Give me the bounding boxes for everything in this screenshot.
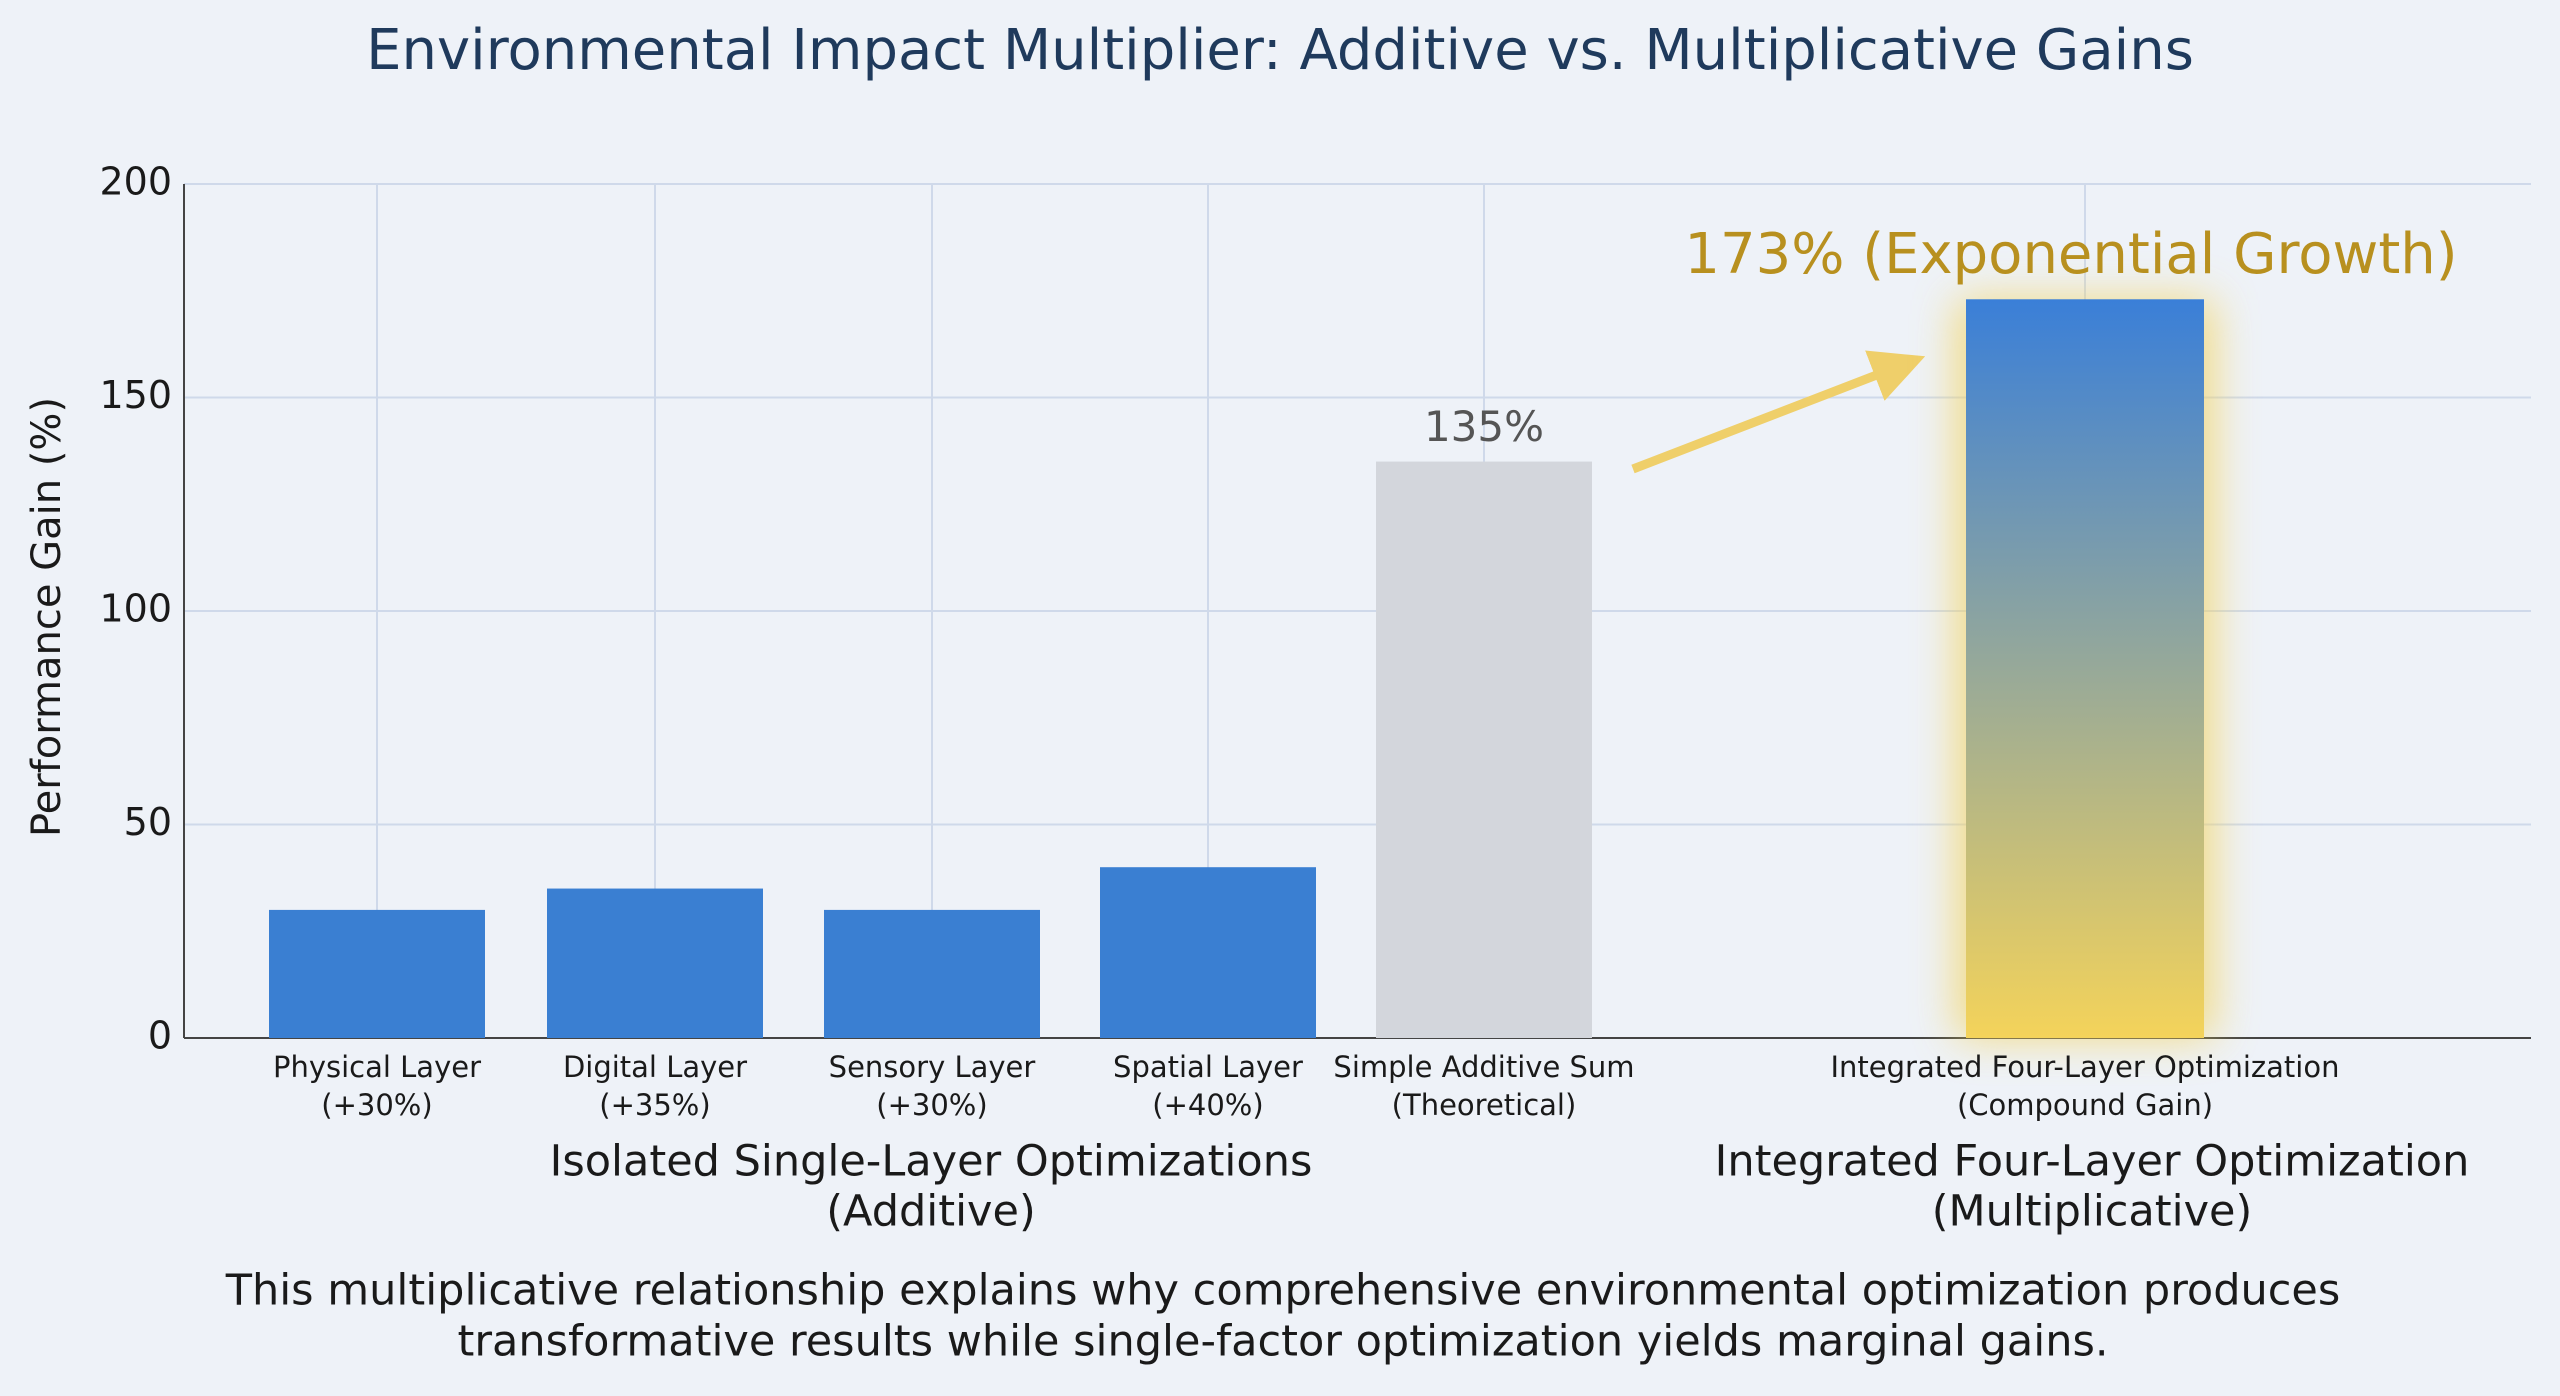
bar xyxy=(824,909,1040,1038)
bar xyxy=(1100,867,1316,1038)
bar xyxy=(1966,299,2204,1038)
x-tick-label: (Compound Gain) xyxy=(1957,1088,2213,1122)
x-tick-label: Simple Additive Sum xyxy=(1333,1050,1634,1084)
y-tick-label: 150 xyxy=(99,373,172,417)
note: transformative results while single-fact… xyxy=(457,1317,2108,1367)
x-tick-label: (+40%) xyxy=(1152,1088,1263,1122)
x-tick-label: (+30%) xyxy=(876,1088,987,1122)
x-tick-label: Integrated Four-Layer Optimization xyxy=(1831,1050,2340,1084)
y-axis-label: Performance Gain (%) xyxy=(24,397,70,837)
group-label: (Additive) xyxy=(826,1187,1035,1237)
x-tick-label: Spatial Layer xyxy=(1113,1050,1303,1084)
x-tick-label: Digital Layer xyxy=(563,1050,747,1084)
x-tick-label: (Theoretical) xyxy=(1392,1088,1577,1122)
value-label: 173% (Exponential Growth) xyxy=(1684,222,2457,287)
arrow xyxy=(1631,350,1926,474)
x-tick-label: (+35%) xyxy=(599,1088,710,1122)
y-tick-label: 200 xyxy=(99,160,172,204)
y-tick-label: 100 xyxy=(99,587,172,631)
bar xyxy=(547,888,763,1038)
group-label: (Multiplicative) xyxy=(1932,1187,2253,1237)
y-tick-label: 50 xyxy=(124,800,172,844)
x-tick-label: Sensory Layer xyxy=(829,1050,1036,1084)
group-label: Integrated Four-Layer Optimization xyxy=(1715,1137,2470,1187)
bar xyxy=(269,909,485,1038)
x-tick-label: (+30%) xyxy=(321,1088,432,1122)
bar xyxy=(1376,461,1592,1038)
x-tick-label: Physical Layer xyxy=(273,1050,481,1084)
chart-title: Environmental Impact Multiplier: Additiv… xyxy=(366,18,2194,83)
value-label: 135% xyxy=(1424,402,1544,451)
note: This multiplicative relationship explain… xyxy=(225,1266,2341,1316)
y-tick-label: 0 xyxy=(148,1014,172,1058)
group-label: Isolated Single-Layer Optimizations xyxy=(550,1137,1313,1187)
